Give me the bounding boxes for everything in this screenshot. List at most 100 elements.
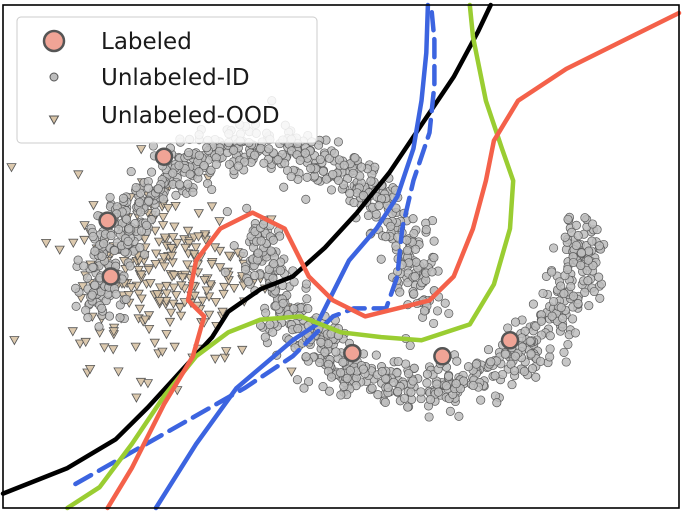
unlabeled-id-point — [409, 363, 419, 373]
unlabeled-id-point — [136, 226, 147, 236]
unlabeled-id-point — [131, 182, 141, 193]
legend: Labeled Unlabeled-ID Unlabeled-OOD — [16, 16, 318, 144]
unlabeled-id-point — [71, 301, 81, 311]
unlabeled-id-point — [300, 148, 310, 158]
unlabeled-id-point — [194, 167, 204, 177]
unlabeled-id-point — [286, 171, 296, 182]
unlabeled-id-point — [463, 362, 474, 372]
unlabeled-ood-point — [180, 243, 191, 254]
unlabeled-id-point — [326, 185, 337, 195]
unlabeled-ood-point — [157, 221, 169, 231]
legend-box — [16, 16, 318, 144]
unlabeled-id-point — [199, 161, 209, 171]
unlabeled-id-point — [188, 187, 198, 197]
unlabeled-id-point — [106, 231, 116, 241]
unlabeled-id-point — [559, 289, 569, 299]
unlabeled-id-point — [229, 241, 239, 251]
labeled-point — [154, 147, 174, 166]
unlabeled-id-point — [301, 279, 311, 289]
unlabeled-id-point — [573, 299, 583, 309]
unlabeled-id-point — [339, 160, 349, 170]
unlabeled-id-point — [224, 159, 235, 169]
unlabeled-ood-point — [171, 238, 183, 249]
labeled-point — [101, 267, 121, 286]
unlabeled-id-point — [118, 193, 128, 203]
unlabeled-id-point — [490, 371, 500, 381]
unlabeled-id-point — [143, 183, 153, 193]
unlabeled-ood-point — [161, 281, 172, 292]
unlabeled-id-point — [83, 313, 93, 323]
unlabeled-id-point — [392, 368, 402, 378]
unlabeled-id-point — [269, 259, 279, 269]
unlabeled-id-point — [136, 207, 146, 217]
unlabeled-id-point — [563, 339, 573, 350]
unlabeled-id-point — [79, 261, 89, 271]
unlabeled-id-point — [292, 375, 302, 385]
unlabeled-id-point — [184, 148, 194, 158]
unlabeled-id-point — [409, 228, 419, 239]
labeled-points — [98, 147, 520, 366]
unlabeled-id-point — [381, 374, 391, 384]
unlabeled-id-point — [121, 294, 131, 304]
unlabeled-ood-point — [210, 354, 221, 365]
unlabeled-id-point — [104, 311, 115, 321]
unlabeled-ood-point — [219, 282, 230, 293]
unlabeled-id-point — [528, 299, 538, 309]
unlabeled-id-point — [259, 158, 269, 168]
unlabeled-id-point — [441, 381, 451, 391]
unlabeled-id-point — [582, 265, 592, 276]
unlabeled-ood-point — [169, 222, 180, 232]
unlabeled-id-point — [510, 351, 520, 361]
unlabeled-id-point — [571, 240, 581, 250]
unlabeled-ood-point — [189, 250, 200, 260]
unlabeled-id-point — [358, 364, 368, 374]
unlabeled-id-point — [563, 264, 573, 275]
unlabeled-id-point — [429, 318, 439, 328]
unlabeled-id-point — [303, 304, 313, 314]
unlabeled-id-point — [444, 371, 454, 381]
unlabeled-id-point — [547, 267, 557, 277]
unlabeled-id-point — [377, 367, 387, 377]
unlabeled-id-point — [293, 324, 303, 334]
unlabeled-id-point — [256, 143, 266, 153]
unlabeled-id-point — [410, 244, 421, 254]
unlabeled-id-point — [356, 162, 367, 172]
unlabeled-ood-point — [40, 239, 52, 249]
unlabeled-id-point — [558, 322, 568, 332]
unlabeled-id-point — [299, 383, 309, 393]
unlabeled-id-point — [73, 255, 83, 265]
unlabeled-id-point — [275, 265, 285, 276]
unlabeled-id-point — [509, 366, 520, 376]
unlabeled-ood-point — [99, 343, 110, 353]
unlabeled-id-point — [350, 153, 360, 163]
unlabeled-id-point — [139, 249, 150, 259]
unlabeled-ood-point — [218, 289, 229, 300]
unlabeled-id-point — [144, 196, 154, 206]
unlabeled-id-point — [345, 188, 355, 198]
unlabeled-id-point — [556, 302, 566, 313]
unlabeled-id-point — [393, 387, 403, 397]
unlabeled-id-point — [256, 236, 266, 246]
unlabeled-id-point — [408, 376, 418, 386]
unlabeled-ood-point — [74, 339, 86, 349]
unlabeled-id-point — [342, 373, 352, 383]
unlabeled-id-point — [238, 248, 248, 258]
unlabeled-id-point — [147, 167, 157, 177]
unlabeled-id-point — [373, 390, 383, 400]
unlabeled-id-point — [383, 383, 393, 393]
unlabeled-id-point — [381, 232, 391, 242]
unlabeled-ood-point — [201, 286, 212, 296]
unlabeled-ood-point — [143, 325, 155, 335]
unlabeled-id-point — [583, 255, 593, 265]
unlabeled-id-point — [584, 301, 594, 311]
unlabeled-id-point — [399, 393, 410, 403]
unlabeled-id-point — [416, 387, 426, 397]
unlabeled-id-point — [88, 262, 98, 272]
unlabeled-ood-point — [158, 253, 169, 263]
unlabeled-id-point — [422, 378, 432, 388]
unlabeled-id-point — [432, 306, 443, 316]
unlabeled-ood-point — [143, 266, 154, 276]
unlabeled-id-point — [260, 332, 270, 342]
unlabeled-id-point — [358, 191, 368, 201]
unlabeled-ood-point — [169, 342, 180, 353]
